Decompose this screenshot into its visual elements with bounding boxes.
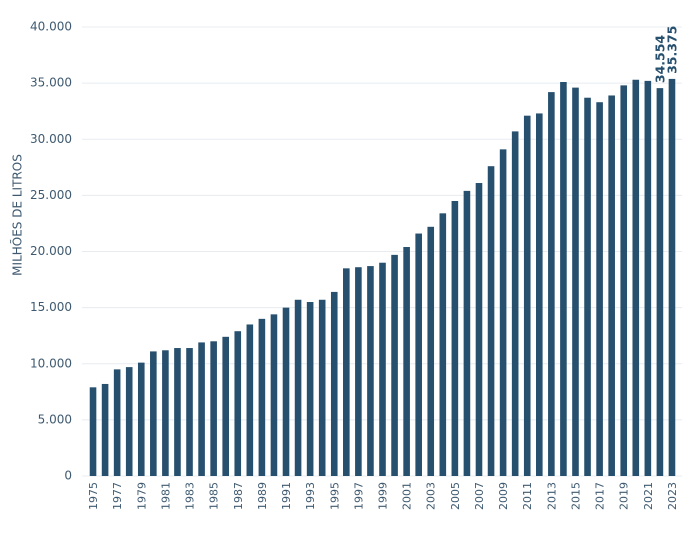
bar	[343, 268, 350, 476]
bar	[306, 302, 314, 476]
bar	[403, 247, 410, 476]
bar	[463, 190, 471, 476]
bar	[487, 166, 495, 476]
bar	[632, 79, 640, 476]
x-tick-label: 2013	[545, 482, 558, 510]
x-tick-label: 2003	[425, 482, 438, 510]
x-tick-label: 1989	[256, 482, 269, 510]
value-label: 35.375	[664, 26, 679, 74]
bar	[222, 336, 230, 476]
x-tick-label: 1987	[232, 482, 245, 510]
x-tick-label: 1983	[184, 482, 197, 510]
bar	[475, 183, 483, 476]
x-tick-label: 2005	[449, 482, 462, 510]
bar	[511, 131, 519, 476]
bar	[234, 331, 242, 476]
bar	[186, 348, 193, 476]
bar	[210, 341, 217, 476]
bar	[379, 262, 386, 476]
bar	[596, 102, 603, 477]
y-tick-label: 30.000	[30, 132, 72, 146]
bar	[656, 88, 664, 476]
bar	[355, 267, 362, 476]
x-tick-label: 1991	[280, 482, 293, 510]
bar	[668, 78, 676, 477]
x-tick-label: 2023	[666, 482, 679, 510]
y-tick-label: 25.000	[30, 188, 72, 202]
x-tick-label: 2001	[401, 482, 414, 510]
y-tick-label: 35.000	[30, 76, 72, 90]
bar	[439, 213, 447, 476]
x-tick-label: 1993	[304, 482, 317, 510]
bar	[560, 82, 567, 476]
bar	[535, 113, 543, 477]
bar	[137, 362, 145, 476]
bar	[258, 318, 266, 476]
bar	[101, 383, 109, 476]
y-tick-label: 15.000	[30, 300, 72, 314]
x-tick-label: 2015	[569, 482, 582, 510]
bar	[548, 92, 555, 476]
bar	[318, 299, 326, 476]
x-tick-label: 1981	[159, 482, 172, 510]
x-tick-label: 1979	[135, 482, 148, 510]
bar	[523, 115, 531, 477]
y-tick-label: 20.000	[30, 244, 72, 258]
y-tick-label: 0	[64, 469, 72, 483]
bar	[367, 266, 374, 476]
value-label: 34.554	[652, 35, 667, 84]
bar	[174, 348, 181, 476]
x-tick-label: 1985	[208, 482, 221, 510]
bar	[113, 369, 121, 476]
bar	[282, 307, 290, 476]
x-tick-label: 2007	[473, 482, 486, 510]
bar	[294, 299, 302, 476]
y-tick-label: 10.000	[30, 356, 72, 370]
bar	[427, 226, 435, 476]
bar	[608, 95, 615, 476]
bar	[620, 85, 628, 477]
x-tick-label: 1999	[377, 482, 390, 510]
bar	[198, 342, 205, 476]
y-tick-label: 40.000	[30, 20, 72, 34]
x-tick-label: 2017	[594, 482, 607, 510]
x-tick-label: 2011	[521, 482, 534, 510]
x-tick-label: 1997	[352, 482, 365, 510]
bar	[391, 254, 398, 476]
bar	[572, 87, 579, 477]
bar	[125, 367, 133, 476]
bar	[499, 149, 507, 477]
bar	[644, 80, 652, 476]
x-tick-label: 2009	[497, 482, 510, 510]
y-axis-label: MILHÕES DE LITROS	[10, 154, 25, 276]
bar	[270, 314, 278, 476]
bar	[415, 233, 422, 476]
bar	[162, 350, 169, 476]
bar	[89, 387, 97, 476]
y-tick-label: 5.000	[38, 412, 72, 426]
x-tick-label: 1975	[87, 482, 100, 510]
x-tick-label: 2021	[642, 482, 655, 510]
x-tick-label: 1977	[111, 482, 124, 510]
x-tick-label: 1995	[328, 482, 341, 510]
bar	[246, 324, 254, 476]
bar	[584, 97, 591, 476]
x-tick-label: 2019	[618, 482, 631, 510]
bar	[150, 351, 157, 476]
bar	[451, 200, 459, 477]
bar	[330, 291, 338, 476]
